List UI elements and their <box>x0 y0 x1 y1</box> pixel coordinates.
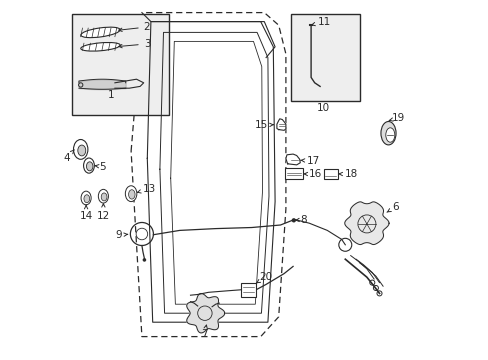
Text: 1: 1 <box>108 90 114 100</box>
Text: 4: 4 <box>63 150 74 163</box>
Text: 6: 6 <box>386 202 398 212</box>
Ellipse shape <box>73 140 88 159</box>
Polygon shape <box>344 202 388 244</box>
Circle shape <box>291 218 295 222</box>
Ellipse shape <box>83 158 94 173</box>
Bar <box>291 14 359 101</box>
Text: 19: 19 <box>388 113 405 123</box>
Text: 3: 3 <box>119 39 150 49</box>
Ellipse shape <box>86 162 93 171</box>
Ellipse shape <box>81 42 120 51</box>
Ellipse shape <box>81 191 91 205</box>
Polygon shape <box>285 154 300 165</box>
Text: 11: 11 <box>311 17 331 27</box>
Text: 20: 20 <box>256 272 271 283</box>
Ellipse shape <box>385 128 394 142</box>
Text: 2: 2 <box>119 22 150 32</box>
Circle shape <box>142 258 146 262</box>
Text: 13: 13 <box>137 184 156 194</box>
Text: 5: 5 <box>95 162 105 172</box>
Ellipse shape <box>84 195 89 203</box>
Text: 12: 12 <box>97 204 110 221</box>
Text: 7: 7 <box>201 325 207 339</box>
Ellipse shape <box>128 190 135 199</box>
Text: 16: 16 <box>304 169 321 179</box>
Ellipse shape <box>81 27 120 38</box>
Polygon shape <box>186 293 224 333</box>
Text: 18: 18 <box>338 169 357 179</box>
Text: 9: 9 <box>115 230 127 240</box>
Bar <box>241 283 256 297</box>
Ellipse shape <box>380 122 395 145</box>
Ellipse shape <box>98 189 108 203</box>
Ellipse shape <box>78 145 85 156</box>
Bar <box>323 169 337 179</box>
Ellipse shape <box>101 193 107 201</box>
Text: 15: 15 <box>254 120 273 130</box>
Polygon shape <box>276 119 285 130</box>
Text: 17: 17 <box>300 156 319 166</box>
Text: 14: 14 <box>80 205 93 221</box>
Bar <box>285 168 303 179</box>
Bar <box>72 14 168 115</box>
Ellipse shape <box>125 186 137 202</box>
Text: 8: 8 <box>295 215 306 225</box>
Text: 10: 10 <box>317 103 329 113</box>
